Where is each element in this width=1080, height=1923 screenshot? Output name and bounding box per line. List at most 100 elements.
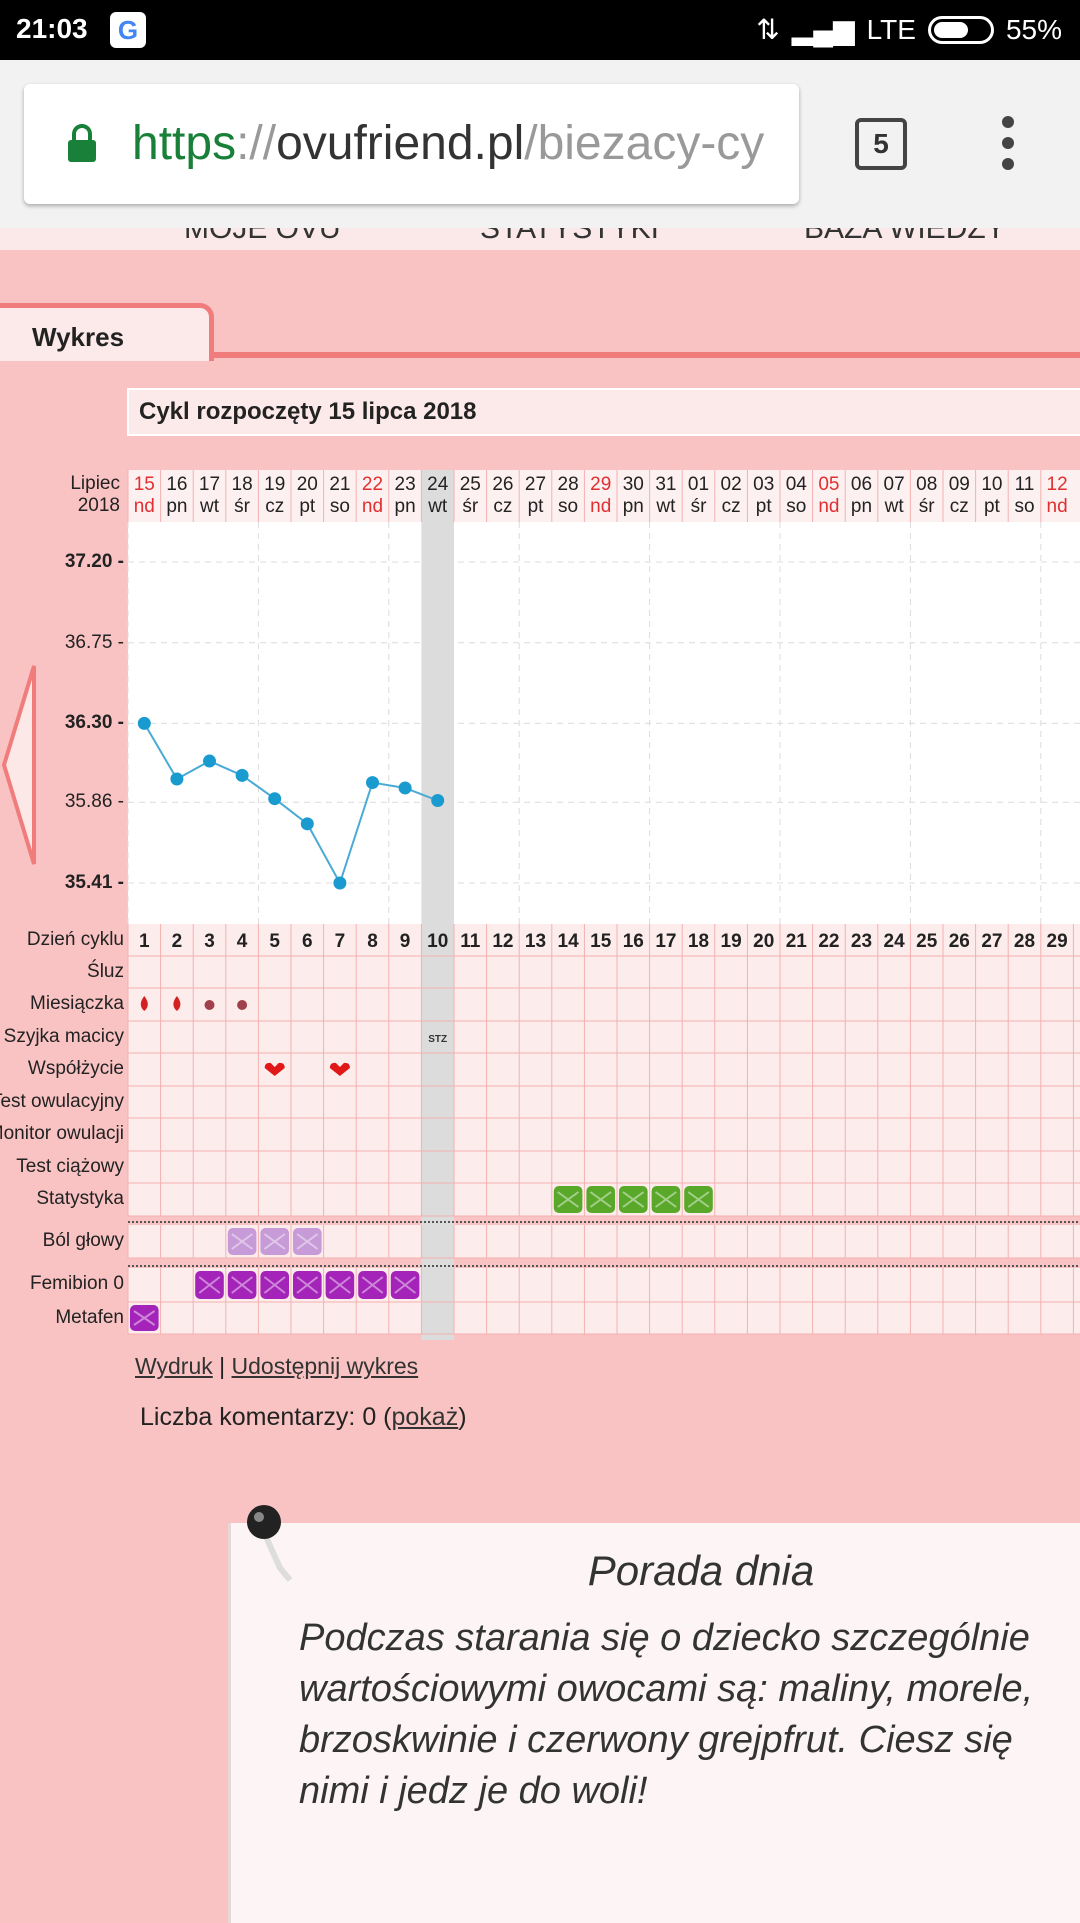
prev-cycle-arrow-icon[interactable] [0,660,40,870]
temperature-point [300,817,314,831]
femibion-mark-icon [390,1271,420,1299]
cycle-day-number: 5 [269,931,280,952]
grid-row-bg [128,1302,1080,1334]
femibion-mark-icon [195,1271,224,1299]
statistic-mark-icon [651,1186,681,1213]
weekday-label: cz [265,496,284,517]
temperature-point [235,768,249,782]
y-tick-label: 36.30 - [64,712,124,734]
row-label: Ból głowy [42,1230,124,1251]
femibion-mark-icon-hatch [198,1276,221,1294]
femibion-mark-icon [260,1271,289,1299]
weekday-label: cz [493,496,512,517]
date-label: 21 [329,474,350,495]
date-label: 17 [199,474,220,495]
signal-icon: ▂▄▆ [791,14,855,45]
blood-drop-icon [173,996,181,1011]
statistic-mark-icon-hatch [589,1191,612,1208]
row-label: Śluz [87,961,124,982]
date-label: 26 [492,474,513,495]
cycle-day-number: 8 [367,931,378,952]
statistic-mark-icon [553,1186,583,1213]
headache-mark-icon-hatch [231,1233,253,1250]
weekday-label: nd [1047,496,1068,517]
address-bar[interactable]: https://ovufriend.pl/biezacy-cy [24,84,799,204]
date-label: 02 [721,474,742,495]
y-tick-label: 36.75 - [64,631,124,653]
cycle-day-number: 14 [558,931,580,952]
date-label: 22 [362,474,383,495]
nav-baza-wiedzy[interactable]: BAZA WIEDZY [804,228,1006,245]
date-label: 03 [753,474,774,495]
date-label: 05 [818,474,839,495]
date-label: 23 [395,474,416,495]
cycle-day-number: 3 [204,931,215,952]
grid-row-bg [128,1151,1080,1183]
date-label: 20 [297,474,318,495]
temperature-line [143,722,439,886]
weekday-label: śr [234,496,251,517]
weekday-label: nd [362,496,383,517]
weekday-label: cz [950,496,969,517]
comments-count: Liczba komentarzy: 0 (pokaż) [140,1403,467,1431]
weekday-label: śr [691,496,708,517]
cycle-day-number: 18 [688,931,709,952]
date-label: 24 [427,474,449,495]
google-icon: G [110,12,146,48]
cycle-day-number: 6 [302,931,313,952]
heart-icon [329,1062,350,1076]
weekday-label: pt [299,496,316,517]
cycle-day-number: 7 [335,931,346,952]
y-tick-label: 37.20 - [64,551,124,572]
show-comments-link[interactable]: pokaż [391,1403,459,1431]
tab-switcher-button[interactable]: 5 [855,118,907,170]
spotting-dot-icon [237,1000,248,1010]
grid-row-bg [128,956,1080,988]
heart-icon [264,1062,285,1076]
weekday-label: pn [851,496,872,517]
cycle-day-number: 20 [753,931,774,952]
femibion-mark-icon-hatch [296,1276,319,1294]
date-label: 06 [851,474,872,495]
cycle-day-number: 23 [851,931,872,952]
weekday-label: pt [756,496,773,517]
y-tick-label: 35.86 - [64,791,124,813]
tip-title: Porada dnia [587,1547,815,1594]
url-text[interactable]: https://ovufriend.pl/biezacy-cy [132,117,765,170]
date-label: 28 [558,474,579,495]
spotting-dot-icon [204,1000,215,1010]
data-arrows-icon: ⇅ [756,14,780,45]
overflow-menu-icon[interactable] [1000,116,1016,172]
weekday-label: wt [884,496,905,517]
status-bar: 21:03 G ⇅ ▂▄▆ LTE 55% [0,0,1080,60]
print-link[interactable]: Wydruk [135,1353,213,1379]
femibion-mark-icon-hatch [328,1276,351,1294]
row-label: Statystyka [36,1188,124,1209]
femibion-mark-icon [358,1271,387,1299]
tab-wykres[interactable]: Wykres [0,303,214,361]
headache-mark-icon [293,1228,322,1255]
cycle-chart: 15nd16pn17wt18śr19cz20pt21so22nd23pn24wt… [127,470,1080,1340]
cycle-day-number: 29 [1047,931,1068,952]
temperature-point [398,781,412,795]
statistic-mark-icon-hatch [655,1191,677,1208]
weekday-label: so [1014,496,1034,517]
date-label: 27 [525,474,546,495]
headache-mark-icon-hatch [263,1233,286,1250]
weekday-label: so [786,496,806,517]
date-label: 12 [1047,474,1068,495]
cycle-day-number: 11 [460,931,481,952]
cycle-day-number: 22 [818,931,839,952]
femibion-mark-icon-hatch [394,1276,417,1294]
nav-moje-ovu[interactable]: MOJE OVU [184,228,341,245]
temperature-point [366,776,379,790]
battery-level: 55% [1005,13,1062,45]
weekday-label: pt [528,496,545,517]
tip-text: Podczas starania się o dziecko szczególn… [299,1617,1034,1812]
femibion-mark-icon-hatch [361,1276,384,1294]
cycle-day-number: 28 [1014,931,1035,952]
share-chart-link[interactable]: Udostępnij wykres [231,1353,419,1379]
metafen-mark-icon [130,1305,159,1331]
statistic-mark-icon [619,1186,648,1213]
nav-statystyki[interactable]: STATYSTYKI [480,228,659,245]
